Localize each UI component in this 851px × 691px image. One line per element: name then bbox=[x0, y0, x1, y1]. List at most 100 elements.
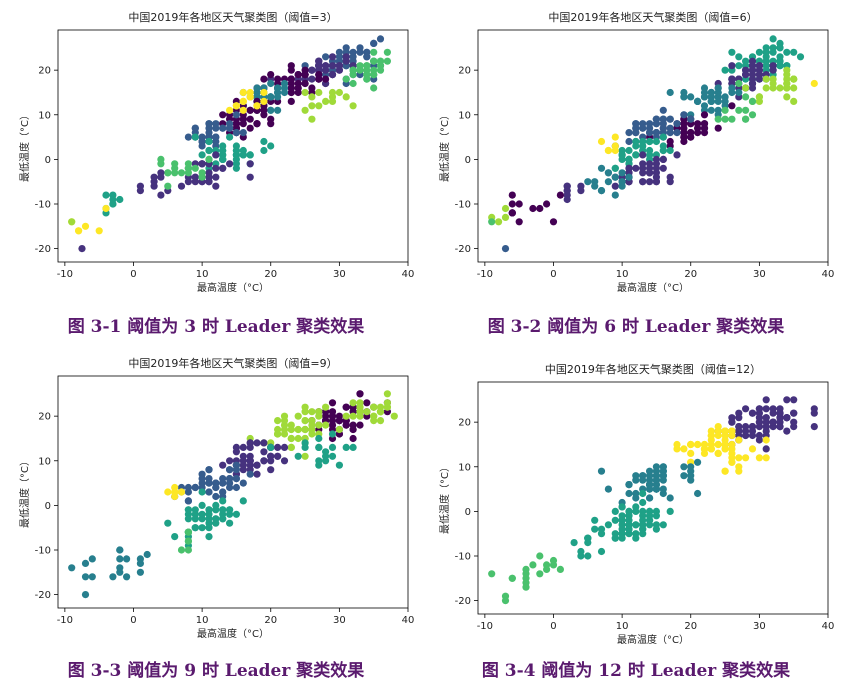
data-point bbox=[198, 151, 206, 159]
data-point bbox=[274, 452, 282, 460]
data-point bbox=[75, 227, 83, 235]
data-point bbox=[205, 524, 213, 532]
data-point bbox=[501, 213, 510, 221]
y-tick-label: 0 bbox=[465, 507, 471, 518]
data-point bbox=[301, 417, 309, 425]
data-point bbox=[363, 62, 371, 70]
data-point bbox=[597, 547, 606, 556]
data-point bbox=[177, 182, 186, 190]
data-point bbox=[274, 443, 282, 451]
data-point bbox=[376, 57, 385, 65]
data-point bbox=[342, 443, 350, 451]
data-point bbox=[328, 97, 337, 105]
data-point bbox=[356, 403, 364, 411]
data-point bbox=[714, 423, 722, 431]
data-point bbox=[95, 227, 103, 235]
data-point bbox=[632, 137, 640, 146]
x-tick-label: 40 bbox=[402, 269, 415, 280]
data-point bbox=[308, 93, 316, 101]
data-point bbox=[666, 494, 674, 502]
data-point bbox=[666, 115, 674, 123]
data-point bbox=[652, 164, 660, 172]
data-point bbox=[301, 443, 309, 451]
data-point bbox=[604, 521, 612, 529]
data-point bbox=[246, 173, 254, 181]
data-point bbox=[315, 75, 323, 83]
data-point bbox=[680, 472, 688, 480]
data-point bbox=[652, 463, 660, 471]
data-point bbox=[755, 423, 763, 431]
data-point bbox=[349, 102, 357, 110]
data-point bbox=[370, 39, 378, 48]
data-point bbox=[748, 62, 757, 70]
data-point bbox=[625, 137, 633, 146]
data-point bbox=[342, 403, 350, 411]
data-point bbox=[260, 448, 268, 456]
data-point bbox=[246, 461, 254, 469]
data-point bbox=[611, 191, 619, 199]
data-point bbox=[274, 430, 282, 438]
data-point bbox=[639, 498, 647, 507]
data-point bbox=[687, 133, 695, 141]
data-point bbox=[769, 66, 777, 74]
data-point bbox=[260, 146, 268, 155]
data-point bbox=[639, 142, 647, 150]
data-point bbox=[515, 200, 523, 208]
data-point bbox=[219, 124, 227, 132]
data-point bbox=[81, 591, 90, 599]
data-point bbox=[810, 423, 818, 431]
scatter-chart-threshold-6: 中国2019年各地区天气聚类图（阈值=6） -10 0 10 20 30 40 -20 -10 0… bbox=[426, 0, 846, 300]
data-point bbox=[274, 106, 282, 114]
data-point bbox=[639, 164, 647, 172]
data-point bbox=[294, 434, 302, 443]
data-point bbox=[301, 79, 309, 88]
data-point bbox=[488, 218, 496, 226]
data-point bbox=[280, 79, 289, 88]
data-point bbox=[102, 191, 110, 199]
data-point bbox=[611, 133, 619, 141]
data-point bbox=[625, 129, 633, 137]
data-point bbox=[700, 120, 709, 128]
data-point bbox=[102, 204, 110, 213]
data-point bbox=[755, 97, 763, 105]
data-point bbox=[198, 169, 206, 177]
data-point bbox=[212, 492, 220, 501]
data-point bbox=[639, 120, 647, 128]
data-point bbox=[253, 102, 261, 110]
data-point bbox=[226, 160, 234, 168]
data-point bbox=[328, 62, 337, 70]
data-point bbox=[728, 62, 736, 70]
data-point bbox=[735, 467, 743, 475]
data-point bbox=[328, 443, 337, 451]
data-point bbox=[164, 169, 172, 177]
x-tick-label: 40 bbox=[822, 269, 835, 280]
data-point bbox=[232, 483, 240, 492]
data-point bbox=[308, 75, 316, 83]
data-point bbox=[783, 414, 791, 422]
data-point bbox=[618, 503, 626, 511]
data-point bbox=[349, 66, 357, 74]
data-point bbox=[639, 521, 647, 529]
data-point bbox=[783, 66, 791, 74]
data-point bbox=[239, 115, 247, 123]
data-point bbox=[294, 412, 302, 420]
y-axis-label: 最低温度（°C） bbox=[18, 110, 31, 182]
data-point bbox=[604, 485, 612, 493]
data-point bbox=[680, 445, 688, 453]
data-point bbox=[212, 515, 220, 523]
data-point bbox=[150, 173, 158, 181]
data-point bbox=[646, 512, 654, 520]
data-point bbox=[260, 75, 268, 83]
data-point bbox=[205, 488, 213, 496]
data-point bbox=[625, 164, 633, 172]
data-point bbox=[191, 124, 199, 132]
data-point bbox=[625, 507, 633, 515]
chart-svg: 中国2019年各地区天气聚类图（阈值=12） -10 0 10 20 30 40 -20 -10… bbox=[438, 362, 835, 646]
x-tick-label: 40 bbox=[822, 621, 835, 632]
x-tick-label: 20 bbox=[264, 269, 277, 280]
data-point bbox=[680, 111, 688, 119]
data-point bbox=[363, 408, 371, 416]
data-point bbox=[349, 425, 357, 434]
data-point bbox=[219, 146, 227, 155]
data-point bbox=[191, 515, 199, 523]
